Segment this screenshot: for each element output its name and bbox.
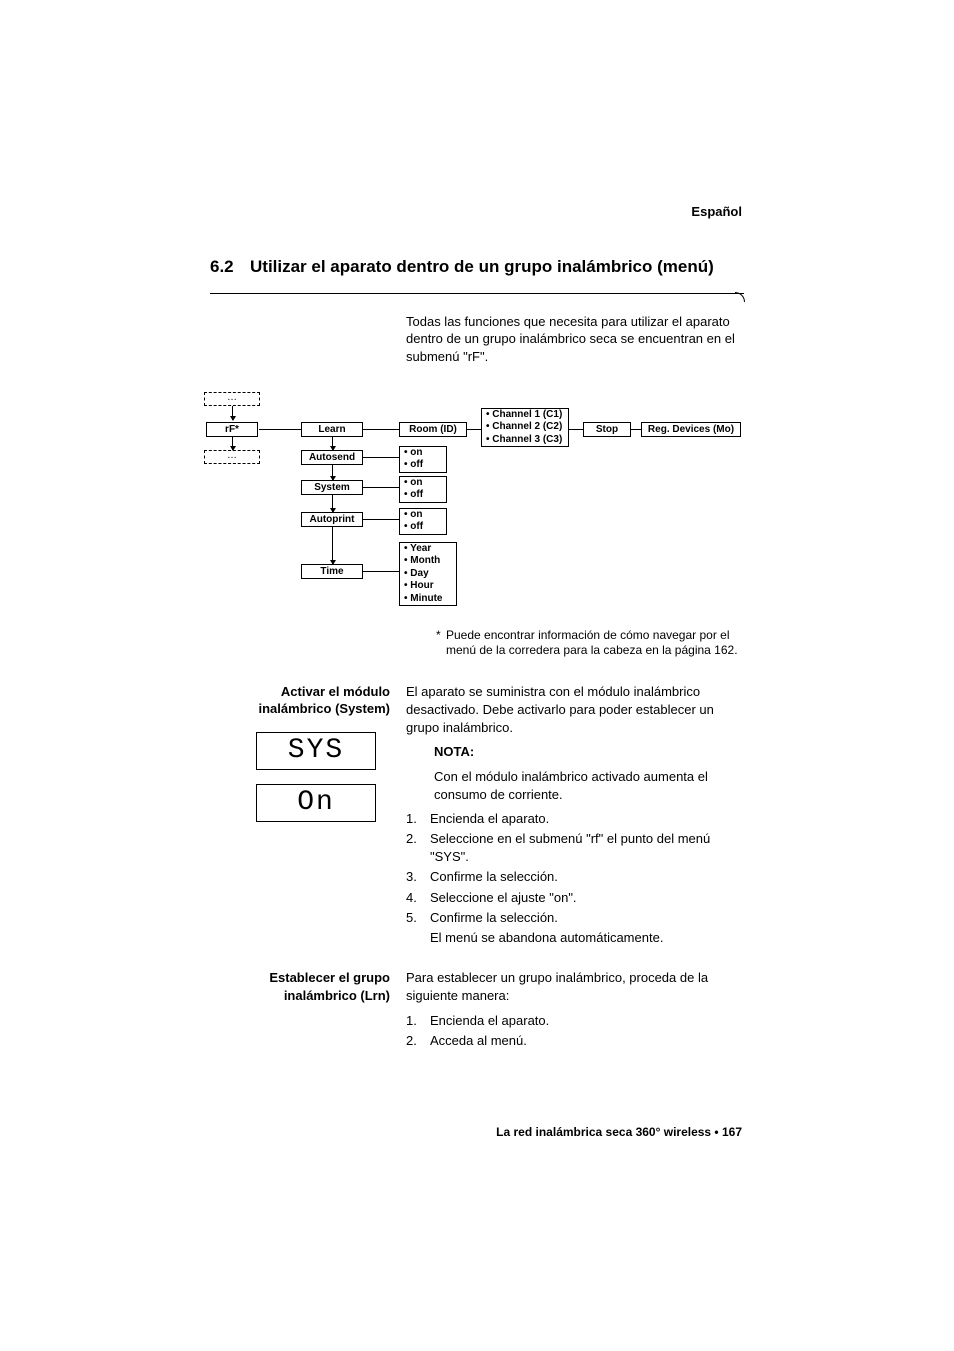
steps-list: Encienda el aparato. Acceda al menú. [406,1012,744,1050]
subsection-heading: Establecer el grupo inalámbrico (Lrn) [210,969,390,1004]
connector-line [363,519,399,520]
page: Español 6.2 Utilizar el aparato dentro d… [0,0,954,1351]
step-text: Encienda el aparato. [430,811,549,826]
arrow-down-icon [332,494,333,512]
page-footer: La red inalámbrica seca 360° wireless • … [496,1125,742,1139]
opt-time-minute: Minute [404,593,452,606]
connector-line [363,457,399,458]
node-time: Time [301,564,363,579]
opt-time-year: Year [404,543,452,556]
step-text: Seleccione en el submenú "rf" el punto d… [430,831,710,864]
arrow-down-icon [332,436,333,450]
opts-autoprint: on off [399,508,447,535]
step-item: Confirme la selección. El menú se abando… [406,909,744,947]
steps-list: Encienda el aparato. Seleccione en el su… [406,810,744,947]
diagram-footnote: * Puede encontrar información de cómo na… [446,628,744,659]
opt-time-day: Day [404,568,452,581]
node-channels: Channel 1 (C1) Channel 2 (C2) Channel 3 … [481,408,569,448]
arrow-down-icon [232,436,233,450]
opt-autosend-off: off [404,459,442,472]
step-text: Encienda el aparato. [430,1013,549,1028]
step-item: Encienda el aparato. [406,1012,744,1030]
body-paragraph: El aparato se suministra con el módulo i… [406,683,744,738]
step-text: Confirme la selección. [430,910,558,925]
heading-rule [210,293,744,303]
step-text: Acceda al menú. [430,1033,527,1048]
opt-autoprint-on: on [404,509,442,522]
body-paragraph: Para establecer un grupo inalámbrico, pr… [406,969,744,1005]
node-system: System [301,480,363,495]
menu-flow-diagram: … … rF* Learn Room (ID) Channel 1 (C1) C… [204,392,744,622]
lcd-display-on: On [256,784,376,822]
subsection-activar: Activar el módulo inalámbrico (System) S… [210,683,744,949]
arrow-down-icon [332,464,333,480]
step-item: Seleccione en el submenú "rf" el punto d… [406,830,744,866]
node-room: Room (ID) [399,422,467,437]
intro-paragraph: Todas las funciones que necesita para ut… [406,313,744,366]
opt-channel-2: Channel 2 (C2) [486,421,564,434]
step-item: Encienda el aparato. [406,810,744,828]
dashed-box-top: … [204,392,260,406]
step-continuation: El menú se abandona automáticamente. [430,929,744,947]
connector-line [467,429,481,430]
section-heading: 6.2 Utilizar el aparato dentro de un gru… [210,256,744,279]
dashed-box-bottom: … [204,450,260,464]
subsection-establecer: Establecer el grupo inalámbrico (Lrn) Pa… [210,969,744,1052]
node-rf: rF* [206,422,258,437]
node-reg-devices: Reg. Devices (Mo) [641,422,741,437]
opt-autoprint-off: off [404,521,442,534]
node-learn: Learn [301,422,363,437]
arrow-down-icon [232,406,233,420]
step-text: Confirme la selección. [430,869,558,884]
connector-line [631,429,641,430]
arrow-down-icon [332,526,333,564]
opt-system-off: off [404,489,442,502]
step-item: Acceda al menú. [406,1032,744,1050]
subsection-heading: Activar el módulo inalámbrico (System) [210,683,390,718]
language-label: Español [691,204,742,219]
node-stop: Stop [583,422,631,437]
connector-line [363,429,399,430]
note-label: NOTA: [434,743,744,761]
connector-line [259,429,301,430]
connector-line [363,571,399,572]
opt-channel-1: Channel 1 (C1) [486,409,564,422]
step-text: Seleccione el ajuste "on". [430,890,577,905]
footnote-text: Puede encontrar información de cómo nave… [446,628,738,658]
section-title: Utilizar el aparato dentro de un grupo i… [250,256,744,279]
step-item: Confirme la selección. [406,868,744,886]
opt-time-month: Month [404,555,452,568]
opt-autosend-on: on [404,447,442,460]
step-item: Seleccione el ajuste "on". [406,889,744,907]
node-autoprint: Autoprint [301,512,363,527]
opts-time: Year Month Day Hour Minute [399,542,457,607]
opt-time-hour: Hour [404,580,452,593]
opts-autosend: on off [399,446,447,473]
section-number: 6.2 [210,256,250,279]
asterisk-icon: * [436,628,441,644]
opt-system-on: on [404,477,442,490]
opt-channel-3: Channel 3 (C3) [486,434,564,447]
note-text: Con el módulo inalámbrico activado aumen… [434,768,744,804]
connector-line [569,429,583,430]
opts-system: on off [399,476,447,503]
node-autosend: Autosend [301,450,363,465]
connector-line [363,487,399,488]
lcd-display-sys: SYS [256,732,376,770]
